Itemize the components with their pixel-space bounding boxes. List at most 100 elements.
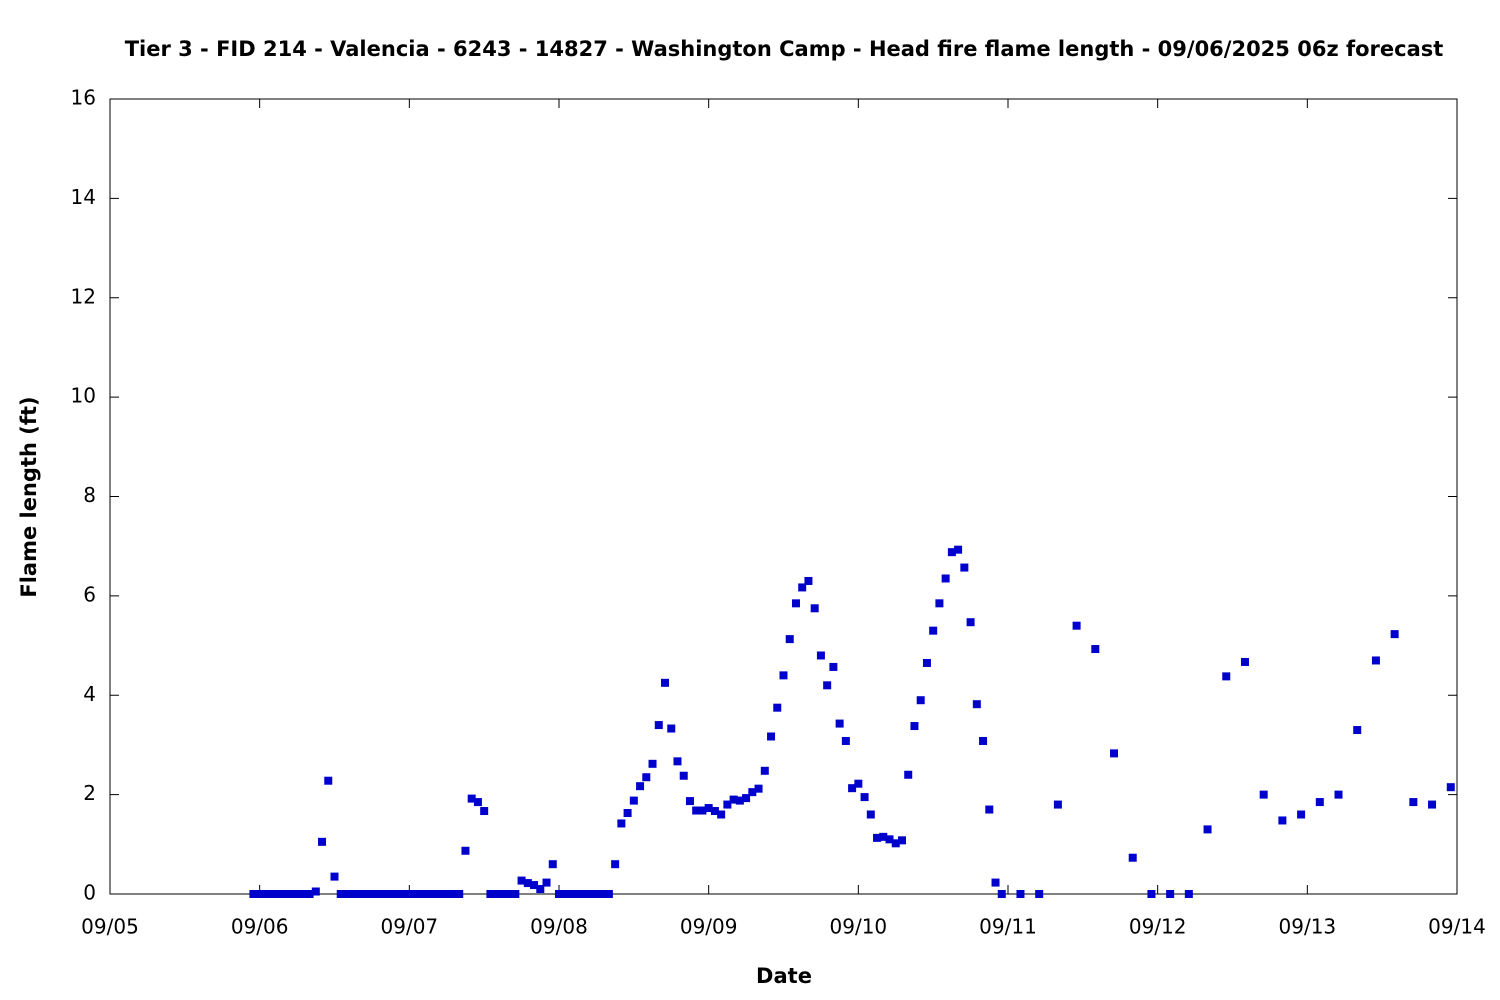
point [704, 804, 713, 813]
point [966, 618, 975, 627]
point [941, 574, 950, 583]
point [374, 890, 383, 898]
point [729, 795, 738, 804]
point [935, 599, 944, 608]
point [604, 890, 613, 898]
point [561, 890, 570, 898]
point [430, 890, 439, 898]
point [336, 890, 345, 898]
point [305, 890, 314, 898]
point [791, 599, 800, 608]
point [972, 700, 981, 709]
point [991, 878, 1000, 887]
point [1428, 800, 1437, 809]
point [723, 800, 732, 809]
point [848, 784, 857, 793]
point [1166, 890, 1175, 898]
point [854, 779, 863, 788]
point [1315, 798, 1324, 807]
point [548, 860, 557, 869]
point [542, 878, 551, 887]
x-tick-label: 09/13 [1279, 915, 1337, 939]
point [1259, 790, 1268, 799]
point [380, 890, 389, 898]
point [648, 759, 657, 768]
point [929, 626, 938, 635]
x-tick-label: 09/11 [979, 915, 1037, 939]
x-tick-label: 09/09 [680, 915, 738, 939]
point [860, 793, 869, 802]
point [361, 890, 370, 898]
x-tick-label: 09/12 [1129, 915, 1187, 939]
point [486, 890, 495, 898]
point [1446, 783, 1455, 792]
point [1203, 825, 1212, 834]
point [1353, 726, 1362, 735]
x-tick-label: 09/05 [81, 915, 139, 939]
point [261, 890, 270, 898]
point [1128, 853, 1137, 862]
point [692, 806, 701, 815]
point [555, 890, 563, 898]
point [885, 835, 894, 844]
x-tick-label: 09/14 [1428, 915, 1486, 939]
point [392, 890, 401, 898]
point [873, 833, 882, 842]
point [586, 890, 595, 898]
point [897, 836, 906, 845]
point [985, 805, 994, 814]
point [342, 890, 351, 898]
y-tick-label: 0 [83, 881, 96, 905]
point [629, 796, 638, 805]
point [910, 722, 919, 731]
point [698, 806, 707, 815]
point [1147, 890, 1156, 898]
point [1297, 810, 1306, 819]
point [255, 890, 264, 898]
point [511, 890, 520, 898]
point [536, 885, 545, 894]
point [960, 563, 969, 572]
point [249, 890, 258, 898]
point [1072, 621, 1081, 630]
point [461, 846, 470, 855]
point [623, 809, 632, 818]
point [1222, 672, 1231, 681]
y-tick-label: 14 [71, 185, 96, 209]
point [866, 810, 875, 819]
point [573, 890, 582, 898]
point [642, 773, 651, 782]
point [754, 784, 763, 793]
point [505, 890, 514, 898]
point [748, 788, 757, 797]
point [1016, 890, 1025, 898]
point [673, 757, 682, 766]
plot-frame [109, 98, 1458, 895]
point [579, 890, 588, 898]
point [467, 794, 476, 803]
x-tick-label: 09/07 [381, 915, 439, 939]
point [1409, 798, 1418, 807]
point [293, 890, 302, 898]
y-axis-label: Flame length (ft) [17, 396, 41, 597]
point [324, 776, 333, 785]
y-tick-label: 2 [83, 781, 96, 805]
point [268, 890, 277, 898]
point [661, 678, 670, 687]
point [1371, 656, 1380, 665]
point [654, 721, 663, 730]
y-tick-label: 6 [83, 582, 96, 606]
point [679, 771, 688, 780]
point [318, 837, 327, 846]
y-tick-label: 16 [71, 86, 96, 110]
point [480, 807, 489, 816]
point [954, 545, 963, 554]
point [997, 890, 1006, 898]
point [804, 576, 813, 585]
point [417, 890, 426, 898]
point [442, 890, 451, 898]
point [355, 890, 364, 898]
point [816, 651, 825, 660]
point [710, 807, 719, 816]
point [424, 890, 433, 898]
